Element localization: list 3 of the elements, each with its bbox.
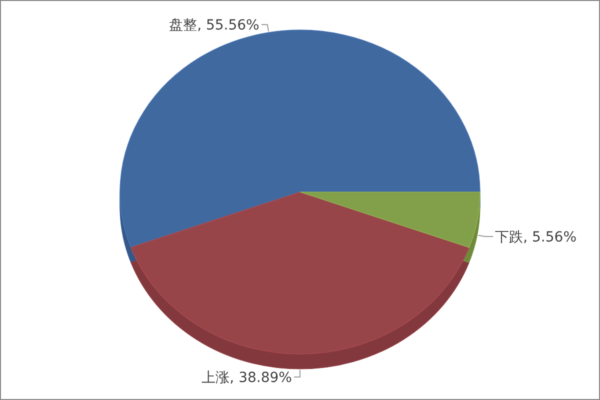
slice-label: 盘整, 55.56% [169,17,260,34]
slice-label: 下跌, 5.56% [495,229,577,246]
slice-label: 上涨, 38.89% [202,370,292,386]
